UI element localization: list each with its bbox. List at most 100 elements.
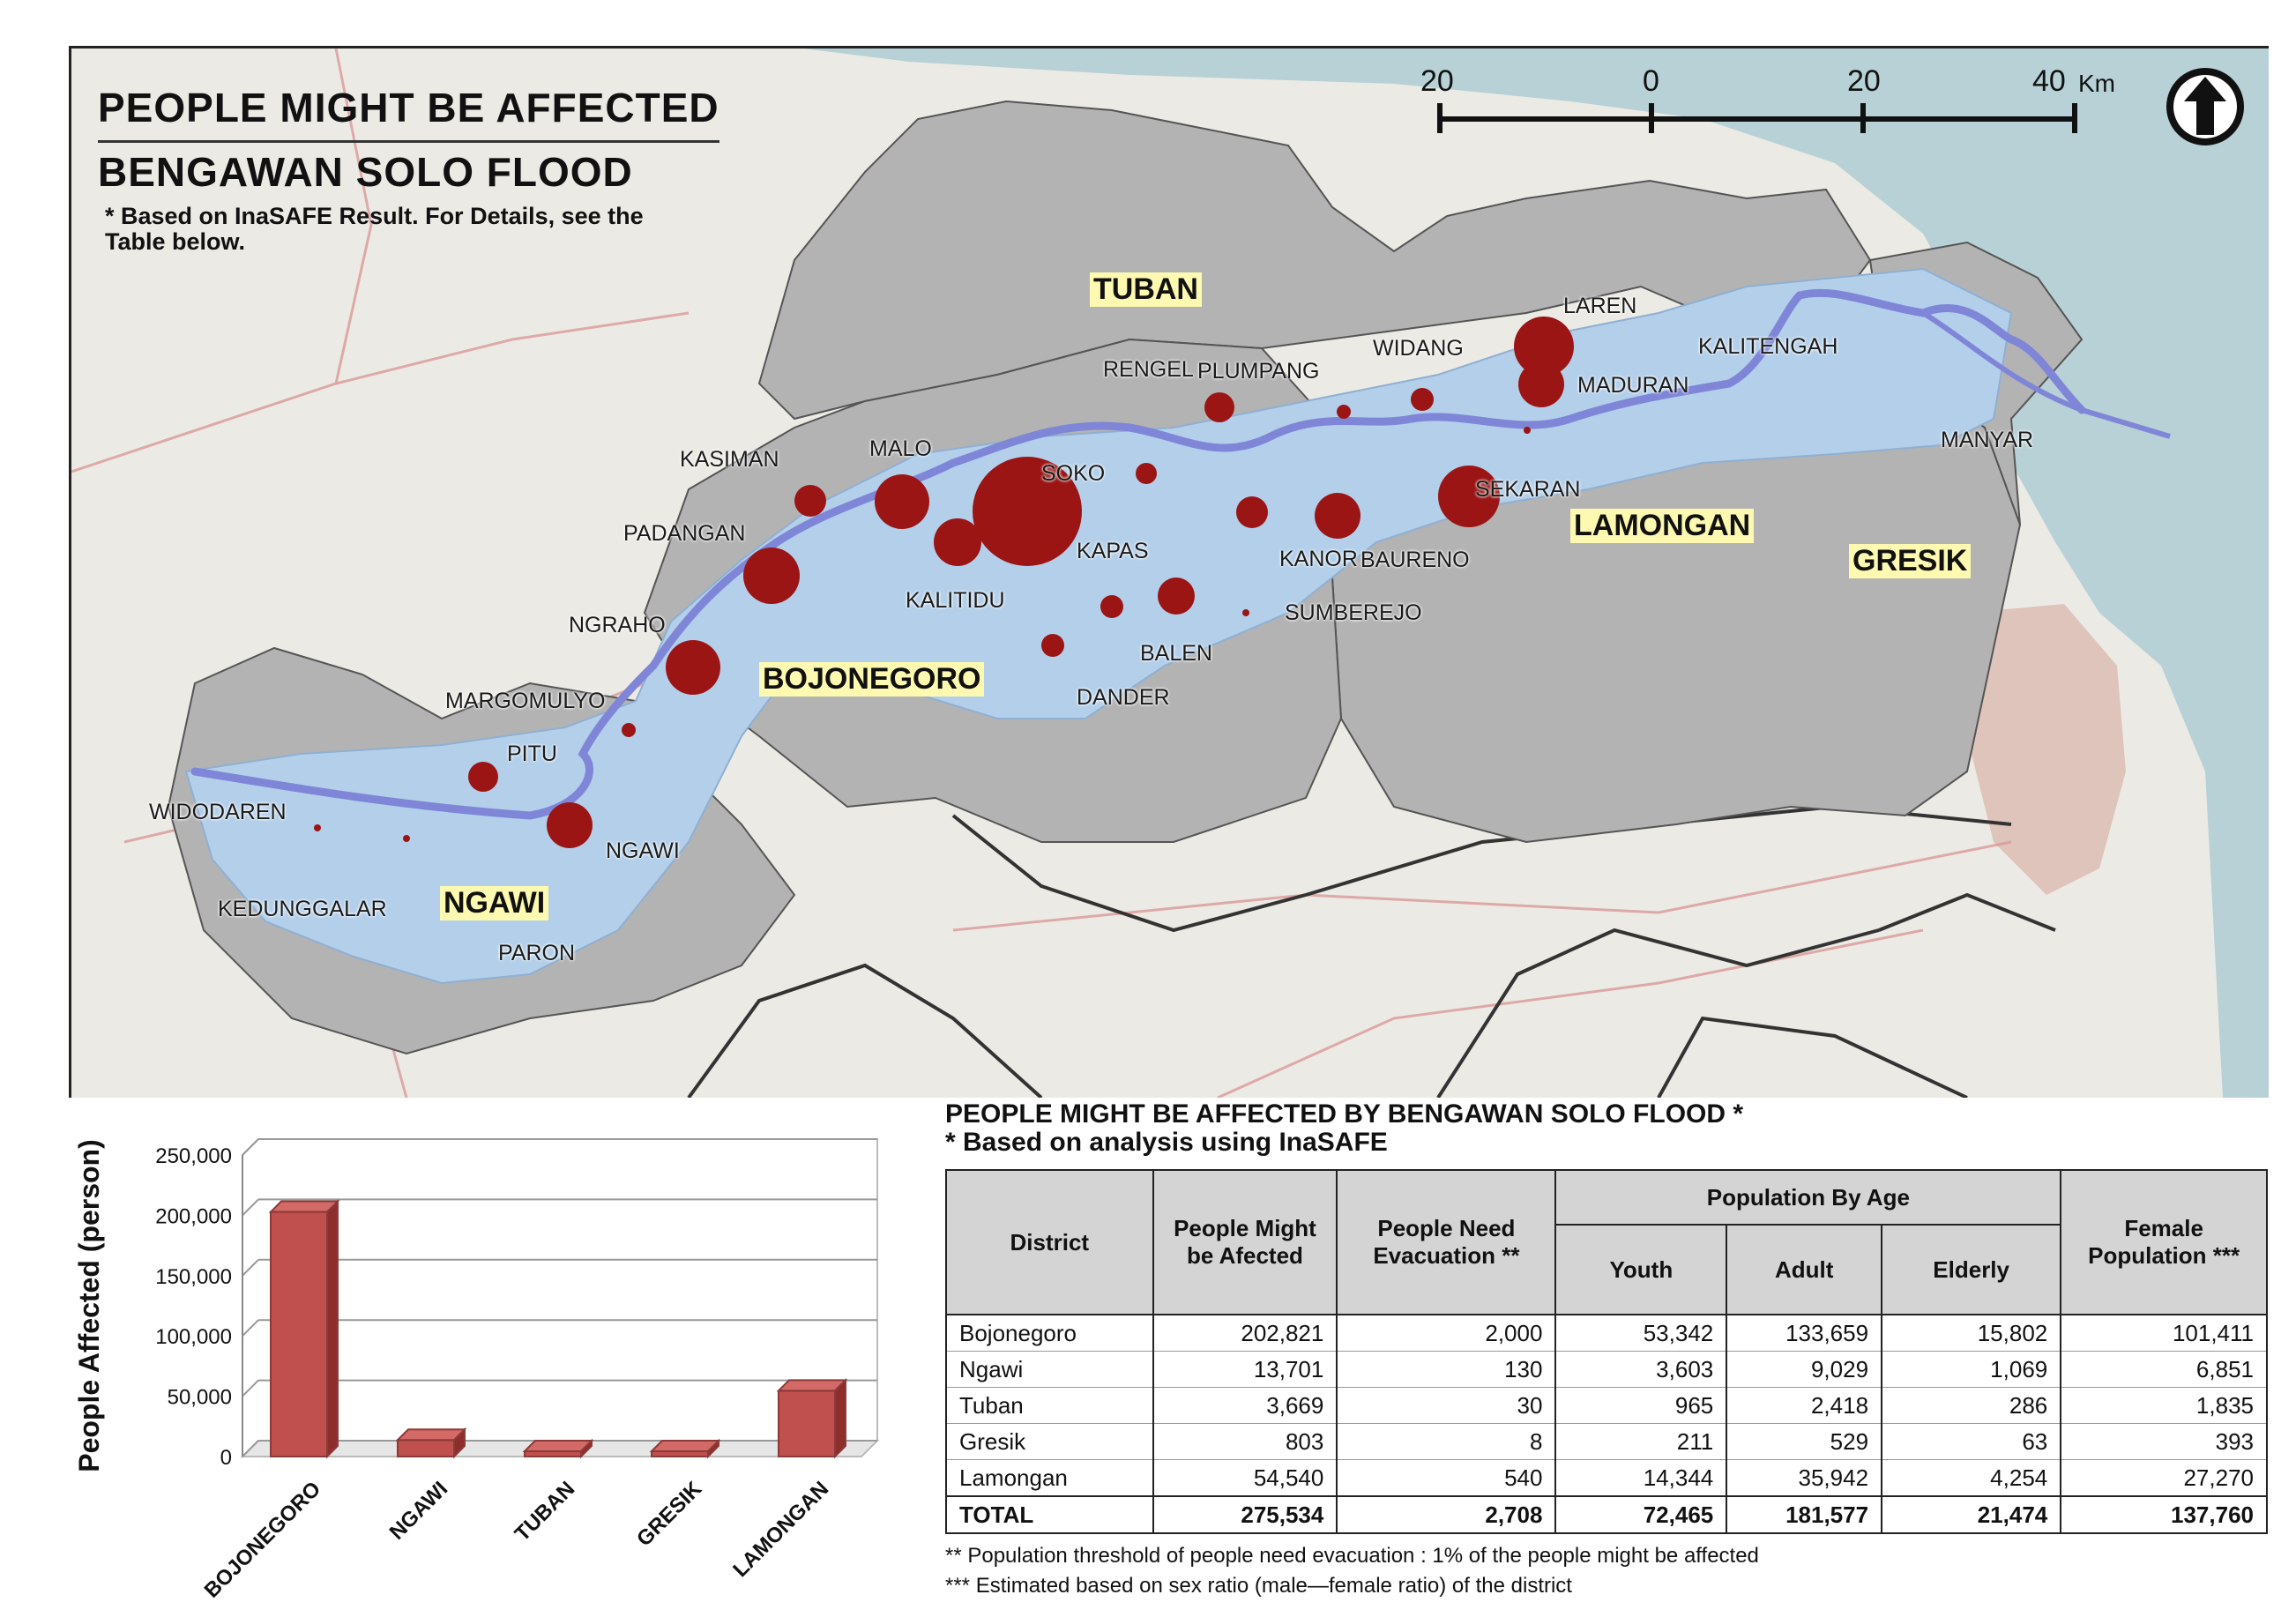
place-pitu: PITU [507,741,557,766]
cell-youth: 53,342 [1554,1315,1728,1352]
header-evacuation: People Need Evacuation ** [1336,1169,1557,1315]
cell-female: 137,760 [2060,1495,2268,1534]
affected-dot-laren [1514,317,1574,376]
cell-female: 27,270 [2060,1459,2268,1497]
cell-elderly: 4,254 [1881,1459,2062,1497]
place-sumberejo: SUMBEREJO [1285,600,1422,625]
cell-evacuation: 30 [1336,1387,1557,1424]
gridline-diag [242,1440,259,1457]
place-ngawi: NGAWI [606,838,680,863]
header-affected: People Might be Afected [1152,1169,1338,1315]
table-row: Lamongan 54,540 540 14,344 35,942 4,254 … [945,1459,2268,1497]
bar-bojonegoro [270,1211,328,1458]
y-axis-label: People Affected (person) [73,1139,105,1472]
gridline-diag [242,1198,259,1217]
affected-dot-ngraho [666,640,720,695]
cell-district: Ngawi [945,1351,1154,1388]
affected-table-panel: PEOPLE MIGHT BE AFFECTED BY BENGAWAN SOL… [945,1100,2268,1601]
cell-elderly: 15,802 [1881,1315,2062,1352]
cell-youth: 211 [1554,1423,1728,1460]
y-tick-label: 100,000 [155,1325,232,1349]
table-subtitle: * Based on analysis using InaSAFE [945,1128,1388,1157]
bar-lamongan [778,1390,836,1457]
affected-dot-ngawi [547,802,593,848]
cell-affected: 13,701 [1152,1351,1338,1388]
cell-evacuation: 2,000 [1336,1315,1557,1352]
cell-affected: 3,669 [1152,1387,1338,1424]
cell-affected: 803 [1152,1423,1338,1460]
table-row: Bojonegoro 202,821 2,000 53,342 133,659 … [945,1315,2268,1352]
y-tick-label: 150,000 [155,1265,232,1289]
bar-side [707,1438,719,1459]
scale-label-20-right: 20 [1847,64,1881,98]
place-baureno: BAURENO [1360,548,1470,572]
map-title: PEOPLE MIGHT BE AFFECTED BENGAWAN SOLO F… [98,84,719,196]
y-tick-label: 200,000 [155,1204,232,1228]
header-district: District [945,1169,1154,1315]
affected-dot-plumpang [1337,405,1351,419]
affected-dot-kapas [1100,595,1123,618]
cell-affected: 202,821 [1152,1315,1338,1352]
cell-adult: 529 [1726,1423,1883,1460]
cell-evacuation: 2,708 [1336,1495,1557,1534]
x-tick-label: LAMONGAN [728,1477,833,1582]
place-kedunggalar: KEDUNGGALAR [218,897,387,921]
cell-youth: 14,344 [1554,1459,1728,1497]
cell-district: Bojonegoro [945,1315,1154,1352]
place-malo: MALO [869,436,932,461]
place-rengel: RENGEL [1103,357,1194,382]
cell-adult: 2,418 [1726,1387,1883,1424]
affected-dot-kasiman [794,485,826,517]
affected-dot-kapas-east [1236,496,1268,528]
affected-dot-malo [875,474,929,529]
affected-dot-widodaren [314,824,321,831]
table-row: Tuban 3,669 30 965 2,418 286 1,835 [945,1387,2268,1424]
cell-female: 1,835 [2060,1387,2268,1424]
place-kalitengah: KALITENGAH [1698,334,1838,359]
place-balen: BALEN [1140,641,1212,666]
cell-adult: 181,577 [1726,1495,1883,1534]
scale-label-40: 40 [2032,64,2066,98]
header-elderly: Elderly [1881,1224,2062,1315]
gridline-diag [242,1259,259,1277]
cell-affected: 54,540 [1152,1459,1338,1497]
place-laren: LAREN [1563,294,1637,318]
affected-dot-small [1524,427,1531,434]
bar-side [453,1427,466,1459]
place-kanor: KANOR [1279,547,1358,571]
cell-district: Tuban [945,1387,1154,1424]
y-tick-label: 250,000 [155,1144,232,1168]
map-title-line2: BENGAWAN SOLO FLOOD [98,140,719,196]
cell-youth: 72,465 [1554,1495,1728,1534]
place-kapas: KAPAS [1077,539,1149,563]
affected-dot-sumberejo [1242,609,1249,616]
scale-label-20-left: 20 [1420,64,1454,98]
district-label-bojonegoro: BOJONEGORO [759,662,985,697]
place-sekaran: SEKARAN [1475,477,1581,502]
affected-table: District People Might be Afected People … [945,1169,2268,1534]
table-total-row: TOTAL 275,534 2,708 72,465 181,577 21,47… [945,1495,2268,1534]
cell-district: Lamongan [945,1459,1154,1497]
cell-female: 6,851 [2060,1351,2268,1388]
affected-dot-soko-north [1136,463,1157,484]
affected-dot-margomulyo [622,723,636,737]
cell-female: 393 [2060,1423,2268,1460]
gridline-diag [242,1138,259,1156]
chart-canvas: 250,000 200,000 150,000 100,000 50,000 0 Peopl… [73,1138,880,1603]
place-widang: WIDANG [1373,336,1464,361]
cell-elderly: 286 [1881,1387,2062,1424]
header-youth: Youth [1554,1224,1728,1315]
header-by-age: Population By Age [1554,1169,2062,1226]
place-paron: PARON [498,941,576,965]
cell-youth: 965 [1554,1387,1728,1424]
cell-district: Gresik [945,1423,1154,1460]
cell-female: 101,411 [2060,1315,2268,1352]
affected-dot-rengel [1204,392,1234,422]
x-tick-label: GRESIK [632,1477,707,1552]
cell-elderly: 21,474 [1881,1495,2062,1534]
bengawan-solo-river [190,288,2086,820]
cell-youth: 3,603 [1554,1351,1728,1388]
cell-evacuation: 8 [1336,1423,1557,1460]
x-tick-label: BOJONEGORO [200,1477,326,1603]
table-row: Ngawi 13,701 130 3,603 9,029 1,069 6,851 [945,1351,2268,1388]
